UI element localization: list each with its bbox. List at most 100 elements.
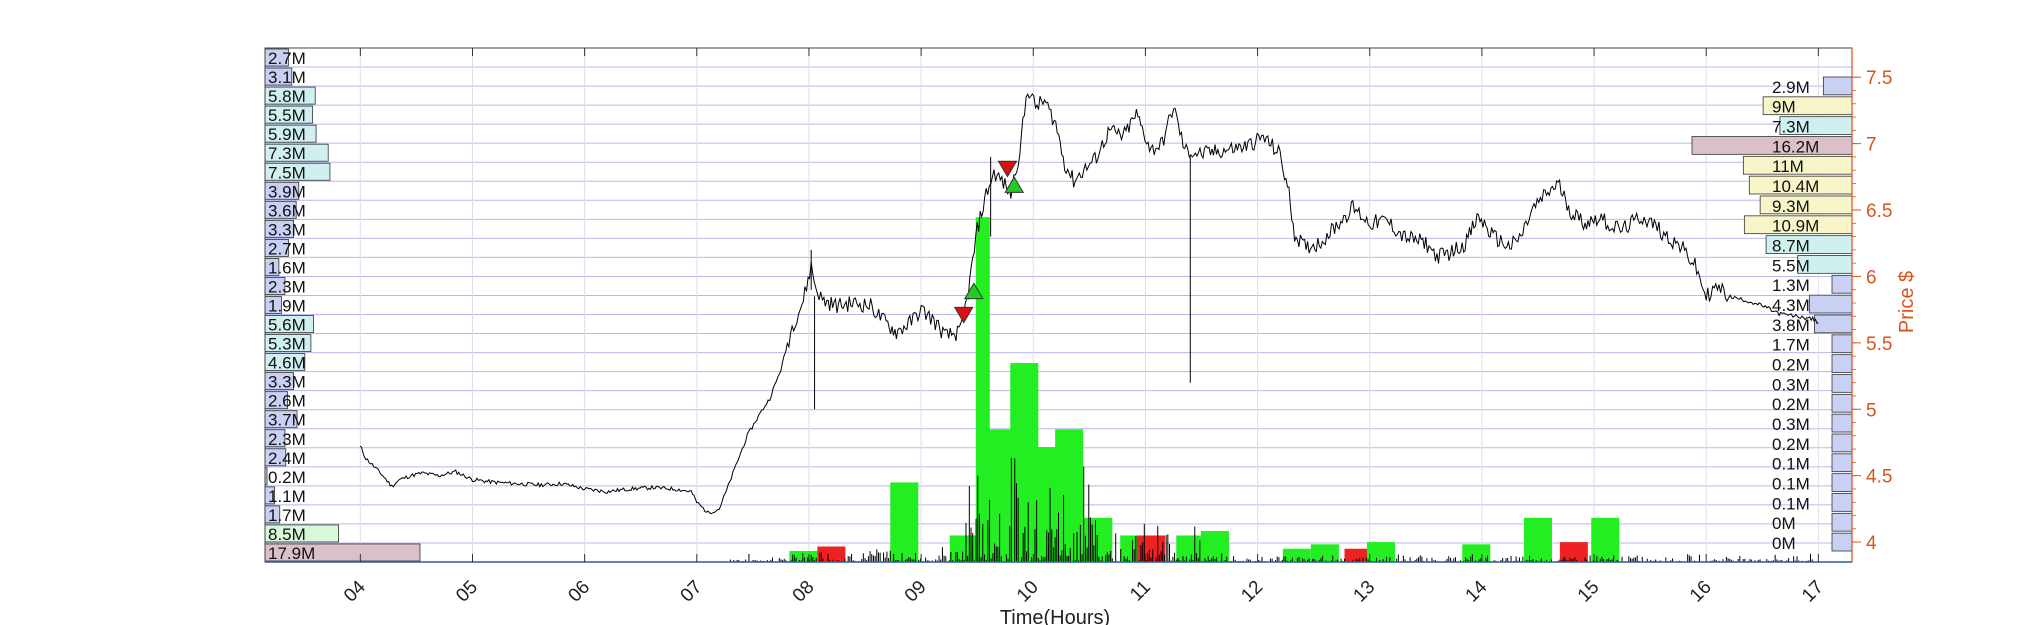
left-profile-label: 7.3M	[268, 144, 306, 163]
left-profile-label: 1.7M	[268, 506, 306, 525]
left-profile-label: 3.1M	[268, 68, 306, 87]
y-tick-label: 5.5	[1866, 334, 1892, 355]
left-profile-label: 1.1M	[268, 487, 306, 506]
right-profile-bar	[1831, 473, 1853, 492]
right-volume-profile: 2.9M9M7.3M16.2M11M10.4M9.3M10.9M8.7M5.5M…	[1691, 76, 1853, 553]
volume-bar	[1591, 517, 1620, 562]
right-profile-bar	[1831, 274, 1853, 294]
right-profile-bar	[1831, 334, 1853, 354]
left-profile-label: 2.4M	[268, 449, 306, 468]
volume-bar	[1055, 429, 1084, 562]
left-profile-label: 2.3M	[268, 430, 306, 449]
left-profile-label: 4.6M	[268, 354, 306, 373]
left-profile-label: 3.3M	[268, 220, 306, 239]
left-profile-label: 2.7M	[268, 49, 306, 68]
right-profile-label: 0.2M	[1772, 395, 1810, 414]
right-profile-bar	[1822, 76, 1853, 96]
right-profile-label: 9M	[1772, 98, 1796, 117]
right-profile-label: 11M	[1772, 157, 1804, 176]
right-profile-label: 0.1M	[1772, 494, 1810, 513]
left-profile-label: 2.6M	[268, 392, 306, 411]
right-profile-bar	[1831, 413, 1853, 433]
right-profile-bar	[1831, 493, 1853, 512]
y-tick-label: 7.5	[1866, 68, 1892, 89]
left-profile-label: 7.5M	[268, 163, 306, 182]
buy-marker	[1004, 176, 1025, 193]
left-profile-label: 1.6M	[268, 258, 306, 277]
y-axis-label: Price $	[1896, 271, 1918, 333]
volume-bar	[1137, 535, 1166, 562]
right-profile-bar	[1809, 294, 1853, 314]
volume-bar	[1559, 542, 1588, 562]
left-profile-label: 3.6M	[268, 201, 306, 220]
y-tick-label: 7	[1866, 135, 1877, 156]
right-profile-label: 0.3M	[1772, 375, 1810, 394]
left-profile-label: 2.3M	[268, 277, 306, 296]
volume-bars	[729, 217, 1813, 562]
right-profile-label: 10.4M	[1772, 177, 1819, 196]
right-profile-label: 4.3M	[1772, 296, 1810, 315]
left-profile-label: 2.7M	[268, 239, 306, 258]
sell-marker	[997, 160, 1018, 178]
right-profile-bar	[1831, 512, 1853, 532]
right-profile-bar	[1831, 532, 1853, 552]
right-profile-label: 0.3M	[1772, 415, 1810, 434]
trade-markers	[953, 160, 1025, 324]
left-profile-label: 5.6M	[268, 316, 306, 335]
right-profile-bar	[1814, 314, 1853, 334]
y-tick-label: 4	[1866, 533, 1877, 554]
volume-bar	[1310, 544, 1339, 562]
volume-bar	[1366, 542, 1395, 562]
right-profile-label: 0.1M	[1772, 455, 1810, 474]
volume-bar	[1200, 531, 1229, 562]
left-profile-label: 1.9M	[268, 297, 306, 316]
right-profile-label: 1.7M	[1772, 336, 1810, 355]
right-profile-label: 0.1M	[1772, 475, 1810, 494]
volume-bar	[1462, 544, 1491, 562]
volume-bar	[890, 482, 919, 562]
price-series	[359, 92, 1819, 515]
right-profile-label: 0M	[1772, 514, 1796, 533]
volume-bar	[1344, 548, 1373, 562]
price-line	[359, 92, 1819, 515]
right-profile-label: 7.3M	[1772, 118, 1810, 137]
left-profile-label: 17.9M	[268, 544, 315, 563]
sell-marker	[953, 306, 974, 324]
right-profile-label: 0.2M	[1772, 435, 1810, 454]
left-profile-label: 3.7M	[268, 411, 306, 430]
right-profile-label: 5.5M	[1772, 256, 1810, 275]
right-profile-bar	[1831, 393, 1853, 413]
y-tick-label: 6	[1866, 267, 1877, 288]
left-profile-label: 5.9M	[268, 125, 306, 144]
right-profile-label: 1.3M	[1772, 276, 1810, 295]
right-profile-bar	[1831, 453, 1853, 473]
volume-bar	[949, 535, 978, 562]
right-profile-bar	[1831, 433, 1853, 453]
right-profile-bar	[1831, 374, 1853, 393]
volume-bar	[789, 550, 818, 562]
right-profile-label: 2.9M	[1772, 78, 1810, 97]
volume-bar	[1282, 548, 1311, 562]
right-profile-label: 0.2M	[1772, 356, 1810, 375]
left-profile-label: 3.9M	[268, 182, 306, 201]
left-profile-label: 5.5M	[268, 106, 306, 125]
left-profile-label: 5.8M	[268, 87, 306, 106]
volume-bar	[1523, 517, 1552, 562]
left-volume-profile: 2.7M3.1M5.8M5.5M5.9M7.3M7.5M3.9M3.6M3.3M…	[264, 48, 421, 563]
volume-bar	[817, 546, 846, 562]
y-tick-label: 6.5	[1866, 201, 1892, 222]
x-axis-label: Time(Hours)	[1000, 607, 1110, 625]
left-profile-label: 5.3M	[268, 335, 306, 354]
y-tick-label: 5	[1866, 400, 1877, 421]
left-profile-label: 0.2M	[268, 468, 306, 487]
right-profile-label: 0M	[1772, 534, 1796, 553]
right-profile-bar	[1831, 354, 1853, 373]
right-profile-label: 16.2M	[1772, 137, 1819, 156]
right-profile-label: 9.3M	[1772, 197, 1810, 216]
left-profile-label: 3.3M	[268, 373, 306, 392]
right-profile-label: 10.9M	[1772, 217, 1819, 236]
right-profile-label: 3.8M	[1772, 316, 1810, 335]
buy-marker	[963, 282, 984, 300]
y-tick-label: 4.5	[1866, 467, 1892, 488]
